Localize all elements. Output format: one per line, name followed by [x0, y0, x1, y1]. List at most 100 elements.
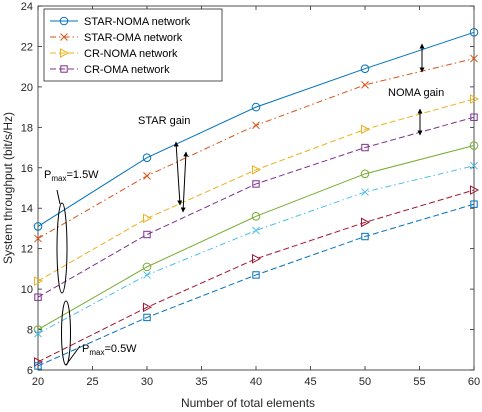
legend-entry: CR-NOMA network — [50, 48, 178, 60]
data-point — [361, 188, 369, 196]
y-tick-label: 22 — [21, 41, 33, 53]
data-point — [252, 271, 260, 279]
data-point — [361, 217, 371, 228]
data-point — [470, 185, 480, 195]
legend-label: STAR-OMA network — [84, 32, 183, 44]
data-point — [143, 230, 151, 239]
data-point — [252, 164, 262, 175]
y-tick-label: 18 — [21, 122, 33, 134]
data-point — [361, 81, 369, 89]
legend-marker — [60, 33, 68, 41]
y-axis-title: System throughput (bit/s/Hz) — [1, 112, 15, 264]
p-high-symbol: P — [44, 169, 51, 181]
data-point — [251, 212, 261, 221]
y-axis: 6 8 10 12 14 16 18 20 22 24 — [21, 1, 474, 377]
p-high-ellipse — [56, 202, 68, 294]
series-line — [37, 58, 475, 239]
data-point — [361, 124, 371, 135]
data-point — [34, 234, 42, 243]
series-1 — [33, 27, 479, 231]
y-tick-label: 16 — [21, 163, 33, 175]
series-line — [37, 98, 475, 282]
star-gain-arrow-1 — [173, 141, 183, 206]
series-line — [37, 203, 475, 367]
data-point — [252, 180, 260, 188]
noma-gain-label: NOMA gain — [388, 87, 444, 99]
legend-label: CR-OMA network — [84, 64, 170, 76]
data-point — [470, 54, 478, 63]
series-8 — [34, 200, 478, 370]
series-line — [37, 189, 475, 363]
x-tick-label: 55 — [413, 376, 425, 388]
p-high-value: =1.5W — [66, 169, 99, 181]
data-point — [252, 226, 260, 235]
legend-marker — [59, 16, 69, 26]
p-low-pointer — [65, 345, 81, 366]
y-tick-label: 20 — [21, 82, 33, 94]
data-point — [470, 94, 480, 104]
data-point — [360, 169, 370, 179]
series-5 — [33, 141, 479, 334]
x-tick-label: 50 — [359, 376, 371, 388]
data-point — [470, 200, 478, 208]
series-line — [37, 31, 475, 227]
series-6 — [34, 161, 478, 338]
data-point — [143, 313, 151, 322]
star-gain-label: STAR gain — [138, 115, 190, 127]
series-3 — [34, 94, 480, 286]
p-low-value: =0.5W — [104, 343, 137, 355]
x-tick-label: 20 — [32, 376, 44, 388]
p-low-symbol: P — [82, 343, 89, 355]
legend-entry: STAR-OMA network — [50, 32, 183, 44]
p-high-label: Pmax=1.5W — [44, 169, 99, 183]
p-low-label: Pmax=0.5W — [82, 343, 137, 357]
y-tick-label: 14 — [21, 203, 33, 215]
series-line — [37, 116, 475, 298]
legend-entry: STAR-NOMA network — [50, 16, 191, 28]
y-tick-label: 24 — [21, 1, 33, 13]
legend-label: CR-NOMA network — [84, 48, 178, 60]
data-point — [470, 113, 478, 121]
data-point — [33, 222, 43, 231]
data-point — [252, 121, 260, 130]
legend-marker — [60, 65, 68, 73]
x-axis-title: Number of total elements — [181, 396, 315, 410]
x-axis: 20 25 30 35 40 45 50 55 60 — [32, 6, 480, 388]
x-tick-label: 40 — [250, 376, 262, 388]
p-high-subscript: max — [51, 174, 66, 183]
data-point — [143, 271, 151, 279]
series-line — [37, 145, 475, 330]
p-high-pointer — [56, 189, 61, 205]
x-tick-label: 30 — [141, 376, 153, 388]
data-point — [34, 357, 44, 367]
p-low-subscript: max — [89, 348, 104, 357]
series-7 — [34, 185, 480, 367]
data-point — [469, 27, 479, 37]
legend-entry: CR-OMA network — [50, 64, 170, 76]
series-2 — [34, 54, 478, 243]
data-point — [143, 302, 153, 313]
legend-marker — [60, 48, 70, 58]
y-tick-label: 12 — [21, 244, 33, 256]
data-point — [469, 141, 479, 150]
data-point — [142, 153, 152, 162]
star-gain-arrow-2 — [180, 151, 189, 213]
legend-label: STAR-NOMA network — [84, 16, 191, 28]
data-point — [34, 329, 42, 338]
y-tick-label: 8 — [27, 325, 33, 337]
data-point — [361, 232, 369, 241]
legend: STAR-NOMA network STAR-OMA network CR-NOMA… — [43, 8, 223, 82]
data-point — [143, 172, 151, 180]
data-point — [142, 262, 152, 272]
data-point — [252, 253, 262, 264]
data-point — [143, 213, 153, 224]
series-4 — [34, 113, 478, 301]
x-tick-label: 35 — [195, 376, 207, 388]
x-tick-label: 45 — [304, 376, 316, 388]
y-tick-label: 10 — [21, 284, 33, 296]
annotations: STAR gain NOMA gain Pmax=1.5W Pmax=0.5W — [44, 43, 444, 366]
data-point — [34, 293, 42, 301]
data-point — [361, 143, 369, 152]
p-low-ellipse — [61, 300, 71, 366]
